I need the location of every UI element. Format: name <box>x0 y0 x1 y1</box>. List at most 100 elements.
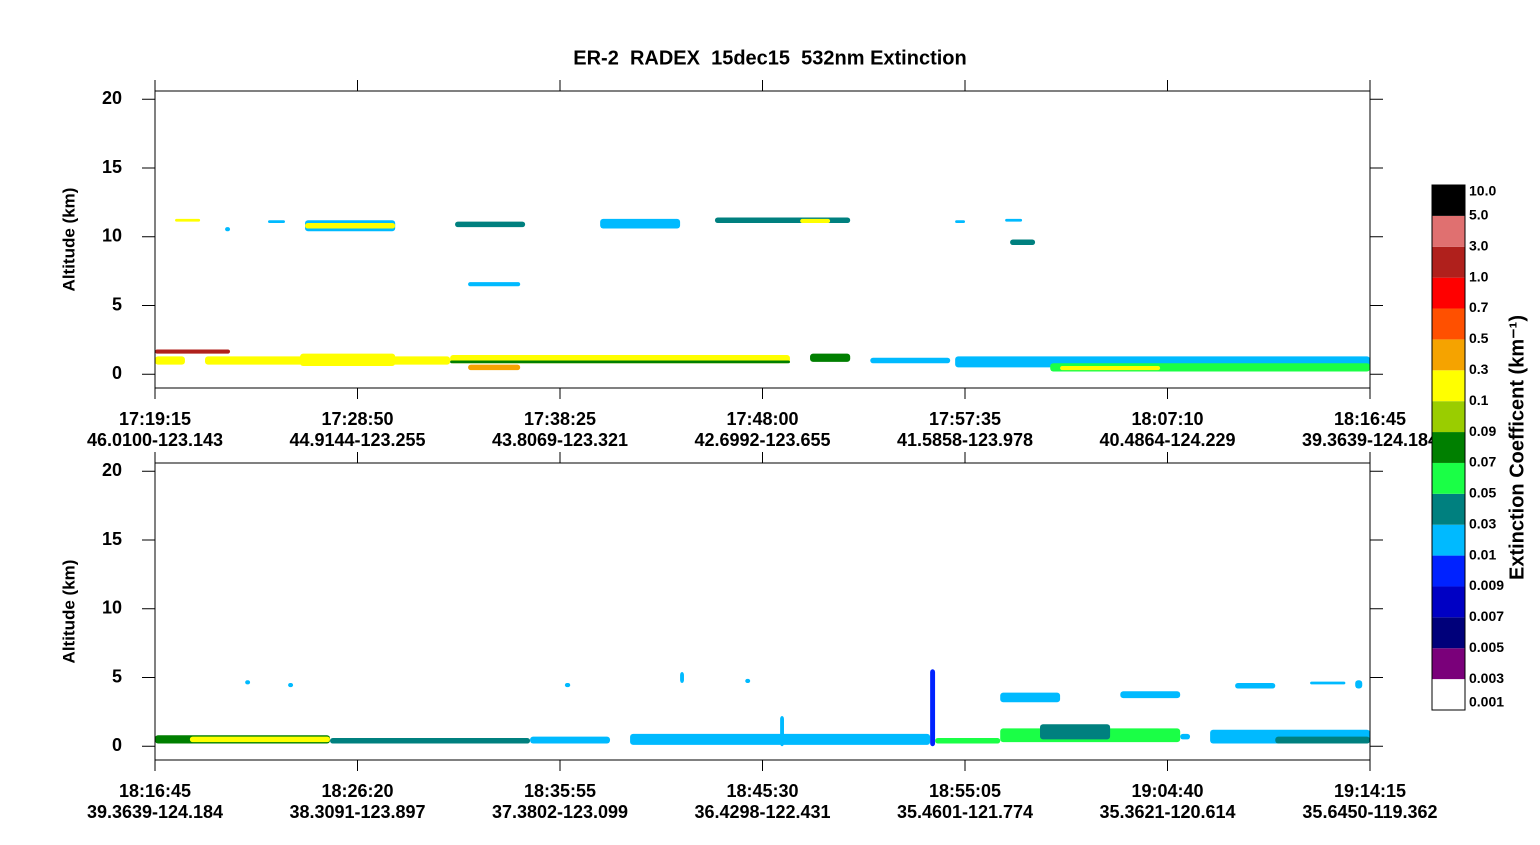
extinction-patch <box>268 220 285 223</box>
colorbar-tick-label: 0.5 <box>1469 330 1489 346</box>
colorbar-tick-label: 0.7 <box>1469 299 1489 315</box>
extinction-patch <box>600 218 681 229</box>
colorbar-label: Extinction Coefficent (km⁻¹) <box>1506 315 1528 580</box>
x-tick-location: 36.4298-122.431 <box>694 802 830 822</box>
y-tick-label: 20 <box>102 88 122 108</box>
colorbar-bin <box>1432 493 1465 525</box>
x-tick-label: 18:26:20 <box>321 781 393 801</box>
extinction-patch <box>1355 680 1363 689</box>
y-tick-label: 15 <box>102 529 122 549</box>
x-tick-location: 46.0100-123.143 <box>87 430 223 450</box>
extinction-patch <box>1000 692 1061 703</box>
extinction-patch <box>468 364 521 371</box>
colorbar-tick-label: 0.05 <box>1469 485 1496 501</box>
x-tick-label: 17:19:15 <box>119 409 191 429</box>
x-tick-location: 35.3621-120.614 <box>1099 802 1235 822</box>
colorbar-tick-label: 0.005 <box>1469 639 1504 655</box>
colorbar-tick-label: 0.007 <box>1469 608 1504 624</box>
colorbar-tick-label: 0.009 <box>1469 577 1504 593</box>
y-tick-label: 10 <box>102 598 122 618</box>
colorbar-bin <box>1432 524 1465 556</box>
extinction-patch <box>780 716 784 747</box>
colorbar-tick-label: 0.03 <box>1469 515 1496 531</box>
extinction-patch <box>155 349 231 354</box>
colorbar-tick-label: 0.003 <box>1469 670 1504 686</box>
x-tick-location: 38.3091-123.897 <box>289 802 425 822</box>
colorbar-tick-label: 0.07 <box>1469 454 1496 470</box>
colorbar-bin <box>1432 555 1465 587</box>
extinction-patch <box>1310 681 1346 685</box>
x-tick-label: 18:45:30 <box>726 781 798 801</box>
x-tick-location: 35.6450-119.362 <box>1302 802 1437 822</box>
colorbar-bin <box>1432 339 1465 371</box>
extinction-patch <box>935 738 1001 744</box>
extinction-patch <box>245 680 251 685</box>
extinction-patch <box>564 683 571 688</box>
x-tick-label: 19:04:40 <box>1131 781 1203 801</box>
extinction-patch <box>450 360 790 364</box>
colorbar-bin <box>1432 185 1465 216</box>
x-tick-label: 17:38:25 <box>524 409 596 429</box>
extinction-patch <box>305 223 396 229</box>
plot-area <box>155 463 1370 760</box>
colorbar: 0.001 0.003 0.005 0.007 0.009 0.01 0.03 0.05 0.0… <box>1431 183 1528 711</box>
x-tick-label: 19:14:15 <box>1334 781 1406 801</box>
extinction-patch <box>288 683 294 688</box>
colorbar-bin <box>1432 648 1465 680</box>
extinction-patch <box>455 221 526 228</box>
colorbar-bin <box>1432 370 1465 402</box>
panel: 0 5 10 15 20 Altitude (km) 17:19:1546.0100-123… <box>59 80 1438 450</box>
y-tick-label: 10 <box>102 226 122 246</box>
colorbar-bin <box>1432 308 1465 340</box>
colorbar-frame <box>1431 184 1466 711</box>
x-tick-label: 17:57:35 <box>929 409 1001 429</box>
colorbar-bin <box>1432 462 1465 494</box>
colorbar-tick-label: 0.3 <box>1469 361 1489 377</box>
extinction-patch <box>930 669 936 747</box>
extinction-patch <box>870 357 951 364</box>
extinction-patch <box>800 218 831 223</box>
colorbar-tick-label: 0.1 <box>1469 392 1489 408</box>
extinction-patch <box>680 672 684 683</box>
colorbar-tick-label: 3.0 <box>1469 237 1489 253</box>
extinction-patch <box>189 736 331 743</box>
panel: 0 5 10 15 20 Altitude (km) 18:16:4539.3639-124… <box>59 452 1438 822</box>
extinction-patch <box>175 218 201 222</box>
colorbar-tick-label: 10.0 <box>1469 183 1496 199</box>
x-tick-label: 17:28:50 <box>321 409 393 429</box>
colorbar-tick-label: 0.001 <box>1469 694 1504 710</box>
x-tick-label: 18:35:55 <box>524 781 596 801</box>
x-tick-location: 35.4601-121.774 <box>897 802 1033 822</box>
x-tick-location: 41.5858-123.978 <box>897 430 1033 450</box>
y-axis-label: Altitude (km) <box>59 560 78 664</box>
extinction-patch <box>225 227 231 232</box>
y-tick-label: 5 <box>112 666 122 686</box>
x-tick-location: 43.8069-123.321 <box>492 430 628 450</box>
colorbar-tick-label: 5.0 <box>1469 207 1489 223</box>
extinction-patch <box>1120 691 1181 699</box>
y-tick-label: 0 <box>112 363 122 383</box>
chart-title: ER-2 RADEX 15dec15 532nm Extinction <box>573 47 966 69</box>
extinction-patch <box>530 736 611 744</box>
x-tick-label: 18:16:45 <box>119 781 191 801</box>
extinction-patch <box>300 353 396 366</box>
colorbar-tick-label: 0.01 <box>1469 546 1496 562</box>
extinction-patch <box>1010 239 1036 245</box>
x-tick-location: 42.6992-123.655 <box>694 430 830 450</box>
plot-area <box>155 91 1370 388</box>
x-tick-location: 40.4864-124.229 <box>1099 430 1235 450</box>
colorbar-bin <box>1432 586 1465 618</box>
extinction-patch <box>330 738 531 744</box>
extinction-patch <box>1040 724 1111 740</box>
extinction-patch <box>1005 218 1023 222</box>
extinction-patch <box>1180 733 1191 740</box>
x-tick-label: 18:07:10 <box>1131 409 1203 429</box>
x-tick-location: 39.3639-124.184 <box>87 802 223 822</box>
extinction-patch <box>810 353 851 362</box>
y-tick-label: 0 <box>112 735 122 755</box>
x-tick-label: 18:16:45 <box>1334 409 1406 429</box>
extinction-patch <box>468 282 521 287</box>
colorbar-bin <box>1432 679 1465 710</box>
x-tick-location: 39.3639-124.184 <box>1302 430 1438 450</box>
